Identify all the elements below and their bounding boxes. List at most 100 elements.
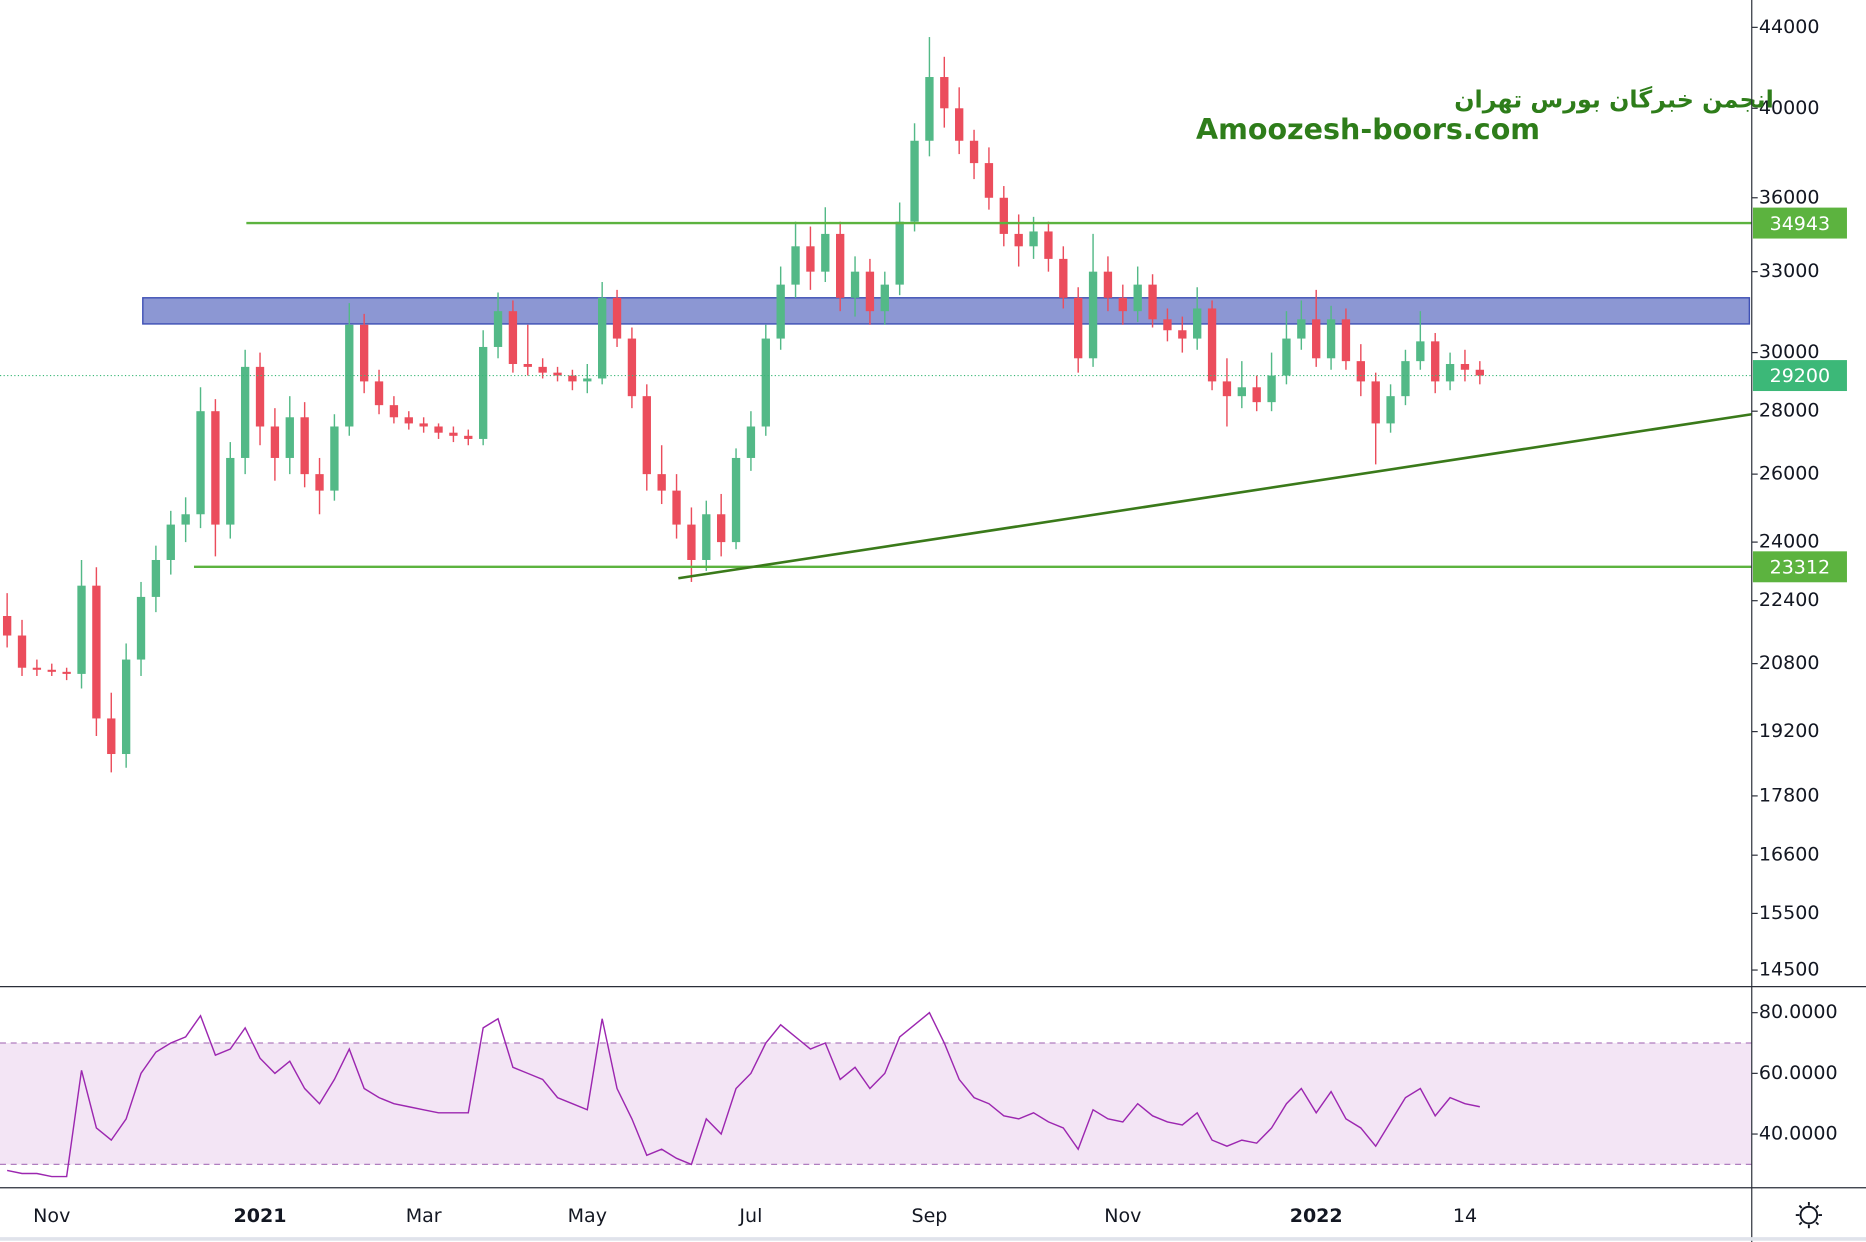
price-label-box bbox=[1752, 360, 1847, 392]
x-tick-label: 2021 bbox=[234, 1205, 287, 1227]
candle-body bbox=[2, 616, 12, 636]
x-tick-label: Jul bbox=[738, 1205, 762, 1227]
y-tick-label: 14500 bbox=[1759, 959, 1820, 981]
candle-body bbox=[1148, 284, 1157, 320]
candle-body bbox=[345, 324, 354, 427]
candle-body bbox=[1356, 361, 1365, 382]
candle-body bbox=[121, 659, 131, 755]
x-tick-label: 14 bbox=[1453, 1205, 1477, 1227]
candle-body bbox=[1237, 387, 1246, 397]
candle-body bbox=[1416, 341, 1425, 362]
candle-body bbox=[32, 667, 42, 670]
candle-body bbox=[642, 396, 651, 475]
y-tick-label: 17800 bbox=[1759, 784, 1820, 806]
y-tick-label: 19200 bbox=[1759, 720, 1820, 742]
candle-body bbox=[240, 366, 250, 458]
candle-body bbox=[62, 671, 71, 674]
candle-body bbox=[687, 524, 696, 560]
candle-body bbox=[1371, 381, 1380, 424]
candle-body bbox=[1341, 319, 1351, 362]
trendline bbox=[678, 412, 1752, 580]
candle-body bbox=[1178, 330, 1187, 339]
candle-body bbox=[226, 457, 235, 525]
y-tick-label: 30000 bbox=[1759, 341, 1820, 363]
y-tick-label: 36000 bbox=[1759, 186, 1820, 208]
watermark-persian: انجمن خبرگان بورس تهران bbox=[1454, 86, 1774, 114]
y-tick-label: 40.0000 bbox=[1759, 1123, 1838, 1145]
candle-body bbox=[1297, 319, 1306, 339]
candle-body bbox=[583, 378, 592, 382]
candle-body bbox=[136, 596, 146, 660]
candle-body bbox=[568, 375, 577, 382]
y-tick-label: 44000 bbox=[1759, 16, 1820, 38]
candle-body bbox=[330, 426, 339, 491]
candle-body bbox=[151, 559, 161, 597]
candle-body bbox=[761, 338, 770, 427]
candle-body bbox=[895, 221, 904, 285]
x-tick-label: Mar bbox=[406, 1205, 442, 1227]
settings-icon[interactable] bbox=[1795, 1202, 1822, 1229]
candle-body bbox=[196, 411, 205, 515]
candle-body bbox=[315, 474, 324, 491]
candle-body bbox=[1163, 319, 1172, 331]
candle-body bbox=[672, 490, 681, 525]
y-tick-label: 20800 bbox=[1759, 652, 1820, 674]
candle-body bbox=[1386, 396, 1395, 424]
candle-body bbox=[107, 718, 116, 755]
candle-body bbox=[969, 140, 979, 164]
candle-body bbox=[553, 372, 562, 376]
candle-body bbox=[1088, 271, 1098, 359]
candle-body bbox=[508, 311, 518, 365]
y-tick-label: 15500 bbox=[1759, 902, 1820, 924]
candle-body bbox=[1401, 361, 1410, 397]
candle-body bbox=[404, 417, 413, 424]
price-label-box bbox=[1752, 207, 1847, 239]
y-tick-label: 60.0000 bbox=[1759, 1062, 1838, 1084]
candle-body bbox=[47, 669, 56, 672]
rsi-band bbox=[0, 1043, 1752, 1165]
x-tick-label: 2022 bbox=[1290, 1205, 1343, 1227]
candle-body bbox=[270, 426, 280, 458]
candle-body bbox=[1118, 297, 1127, 312]
candle-body bbox=[806, 246, 815, 272]
price-label: 23312 bbox=[1770, 556, 1831, 578]
candle-body bbox=[17, 635, 27, 668]
candle-body bbox=[791, 246, 800, 285]
candle-body bbox=[598, 297, 607, 379]
candle-body bbox=[389, 405, 399, 418]
candle-body bbox=[478, 346, 488, 439]
candle-body bbox=[434, 426, 443, 433]
candle-body bbox=[717, 514, 726, 543]
candle-body bbox=[612, 297, 622, 339]
candle-body bbox=[449, 432, 458, 436]
candle-body bbox=[1059, 258, 1068, 298]
candle-body bbox=[627, 338, 637, 397]
x-tick-label: Sep bbox=[911, 1205, 947, 1227]
candle-body bbox=[999, 197, 1008, 234]
plot-layer: 44000 40000 36000 33000 30000 28000 26000 24000… bbox=[0, 16, 1847, 1227]
candle-body bbox=[255, 366, 265, 427]
candle-body bbox=[1103, 271, 1113, 298]
y-tick-label: 26000 bbox=[1759, 463, 1820, 485]
candle-body bbox=[1207, 308, 1217, 382]
watermark-url: Amoozesh-boors.com bbox=[1196, 112, 1540, 146]
y-tick-label: 22400 bbox=[1759, 589, 1820, 611]
candle-body bbox=[1133, 284, 1142, 312]
candle-body bbox=[657, 474, 666, 491]
candle-body bbox=[493, 311, 503, 347]
candle-body bbox=[1014, 233, 1023, 247]
candle-body bbox=[359, 324, 369, 382]
candle-body bbox=[1326, 319, 1336, 359]
y-tick-label: 80.0000 bbox=[1759, 1001, 1838, 1023]
candle-body bbox=[1282, 338, 1291, 376]
candle-body bbox=[523, 364, 532, 367]
y-tick-label: 28000 bbox=[1759, 400, 1820, 422]
candle-body bbox=[731, 457, 741, 543]
candle-body bbox=[419, 423, 428, 427]
candle-body bbox=[285, 417, 294, 458]
resistance-zone bbox=[142, 297, 1751, 325]
x-tick-label: Nov bbox=[33, 1205, 70, 1227]
candle-body bbox=[538, 366, 547, 373]
